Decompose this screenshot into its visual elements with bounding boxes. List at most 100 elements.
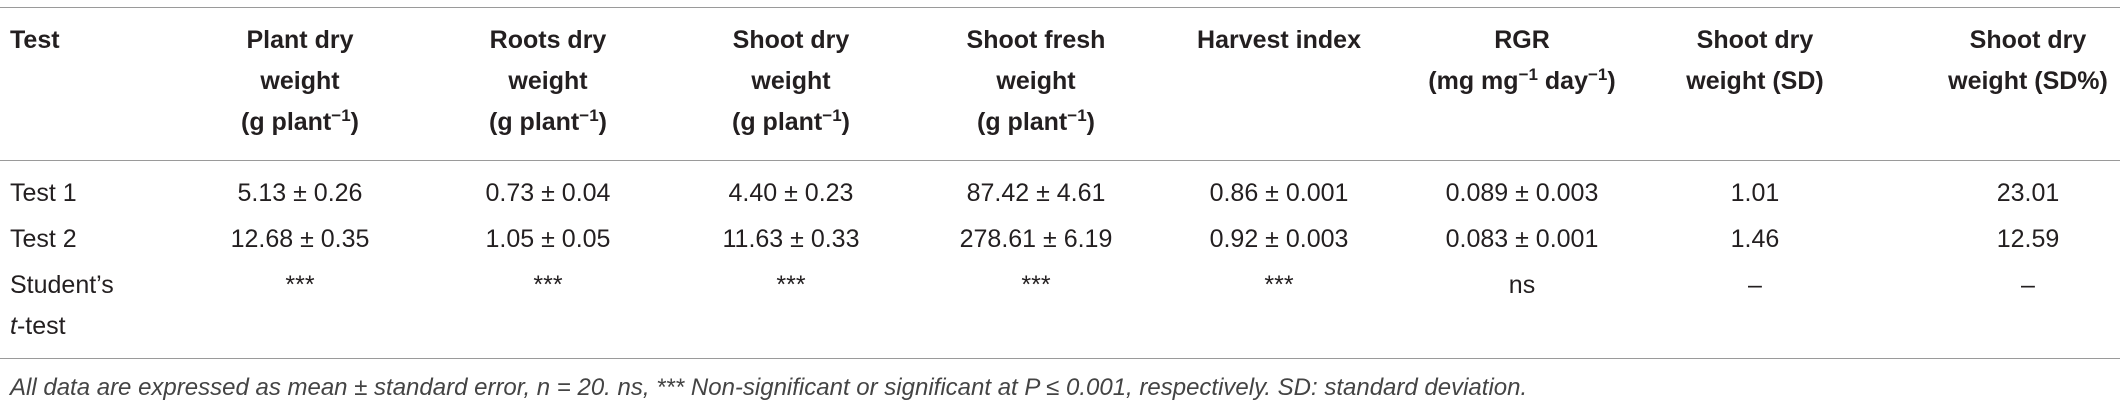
table-cell: 0.86 ± 0.001 <box>1129 173 1429 214</box>
cell-line: Test 2 <box>10 219 77 260</box>
table-cell: 1.01 <box>1605 173 1905 214</box>
text: weight (SD%) <box>1948 67 2108 95</box>
text: weight (SD) <box>1686 67 1824 95</box>
cell-line: Plant dry <box>150 20 450 61</box>
cell-line: 87.42 ± 4.61 <box>886 173 1186 214</box>
text: Plant dry <box>246 26 354 54</box>
cell-line: Shoot dry <box>641 20 941 61</box>
cell-line: *** <box>641 265 941 306</box>
cell-line: Roots dry <box>398 20 698 61</box>
cell-line: 12.59 <box>1878 219 2120 260</box>
text: *** <box>1021 271 1051 299</box>
header-cell: RGR (mg mg−1 day−1) <box>1372 20 1672 102</box>
cell-line: Shoot dry <box>1878 20 2120 61</box>
text: (g plant <box>489 108 580 136</box>
cell-line: t-test <box>10 306 114 347</box>
cell-line: 4.40 ± 0.23 <box>641 173 941 214</box>
text: Shoot dry <box>1969 26 2087 54</box>
header-cell: Shoot dry weight (SD) <box>1605 20 1905 102</box>
cell-line: (g plant−1) <box>641 102 941 143</box>
italic-text: t <box>10 312 17 340</box>
text: -test <box>16 312 66 340</box>
superscript: −1 <box>1067 106 1087 125</box>
text: 0.083 ± 0.001 <box>1445 225 1599 253</box>
cell-line: (mg mg−1 day−1) <box>1372 61 1672 102</box>
table-cell: 12.68 ± 0.35 <box>150 219 450 260</box>
table-cell: ns <box>1372 265 1672 306</box>
table-cell: Test 2 <box>10 219 77 260</box>
text: (g plant <box>977 108 1068 136</box>
text: 11.63 ± 0.33 <box>722 225 860 253</box>
table-cell: – <box>1878 265 2120 306</box>
text: Student’s <box>10 271 114 299</box>
text: weight <box>996 67 1076 95</box>
text: ) <box>841 108 850 136</box>
text: Shoot dry <box>732 26 850 54</box>
text: 87.42 ± 4.61 <box>966 179 1106 207</box>
table-cell: *** <box>886 265 1186 306</box>
header-rule <box>0 160 2120 161</box>
text: weight <box>751 67 831 95</box>
cell-line: RGR <box>1372 20 1672 61</box>
table-cell: 4.40 ± 0.23 <box>641 173 941 214</box>
table-cell: Student’s t-test <box>10 265 114 347</box>
text: 5.13 ± 0.26 <box>237 179 363 207</box>
cell-line: 0.86 ± 0.001 <box>1129 173 1429 214</box>
text: ns <box>1508 271 1536 299</box>
text: Test <box>10 26 60 54</box>
text: *** <box>776 271 806 299</box>
cell-line: 23.01 <box>1878 173 2120 214</box>
header-cell: Plant dry weight (g plant−1) <box>150 20 450 143</box>
cell-line: (g plant−1) <box>886 102 1186 143</box>
table-cell: 0.73 ± 0.04 <box>398 173 698 214</box>
text: 1.01 <box>1730 179 1780 207</box>
text: (mg mg <box>1428 67 1519 95</box>
text: 278.61 ± 6.19 <box>959 225 1113 253</box>
cell-line: – <box>1605 265 1905 306</box>
table-cell: 11.63 ± 0.33 <box>641 219 941 260</box>
text: ) <box>350 108 359 136</box>
table-cell: *** <box>641 265 941 306</box>
text: 0.089 ± 0.003 <box>1445 179 1599 207</box>
cell-line: Harvest index <box>1129 20 1429 61</box>
text: *** <box>533 271 563 299</box>
cell-line: weight (SD%) <box>1878 61 2120 102</box>
header-cell: Shoot dry weight (SD%) <box>1878 20 2120 102</box>
table-cell: 5.13 ± 0.26 <box>150 173 450 214</box>
table-cell: 0.083 ± 0.001 <box>1372 219 1672 260</box>
text: 0.92 ± 0.003 <box>1209 225 1349 253</box>
cell-line: weight <box>886 61 1186 102</box>
text: 12.68 ± 0.35 <box>230 225 370 253</box>
header-cell: Test <box>10 20 60 61</box>
table-cell: 1.05 ± 0.05 <box>398 219 698 260</box>
text: 1.05 ± 0.05 <box>485 225 611 253</box>
top-rule <box>0 7 2120 8</box>
table-cell: 278.61 ± 6.19 <box>886 219 1186 260</box>
cell-line: 0.083 ± 0.001 <box>1372 219 1672 260</box>
table-cell: 1.46 <box>1605 219 1905 260</box>
text: weight <box>508 67 588 95</box>
text: 4.40 ± 0.23 <box>728 179 854 207</box>
text: 12.59 <box>1996 225 2060 253</box>
table-cell: 0.089 ± 0.003 <box>1372 173 1672 214</box>
cell-line: *** <box>1129 265 1429 306</box>
cell-line: weight <box>150 61 450 102</box>
cell-line: – <box>1878 265 2120 306</box>
superscript: −1 <box>1587 65 1608 84</box>
text: Test 1 <box>10 179 77 207</box>
cell-line: 1.05 ± 0.05 <box>398 219 698 260</box>
cell-line: Test 1 <box>10 173 77 214</box>
text: ) <box>1086 108 1095 136</box>
cell-line: 1.46 <box>1605 219 1905 260</box>
text: Test 2 <box>10 225 77 253</box>
text: 1.46 <box>1730 225 1780 253</box>
cell-line: ns <box>1372 265 1672 306</box>
text: 0.73 ± 0.04 <box>485 179 611 207</box>
cell-line: 5.13 ± 0.26 <box>150 173 450 214</box>
cell-line: Test <box>10 20 60 61</box>
cell-line: Shoot fresh <box>886 20 1186 61</box>
cell-line: *** <box>398 265 698 306</box>
cell-line: (g plant−1) <box>150 102 450 143</box>
table-cell: 23.01 <box>1878 173 2120 214</box>
